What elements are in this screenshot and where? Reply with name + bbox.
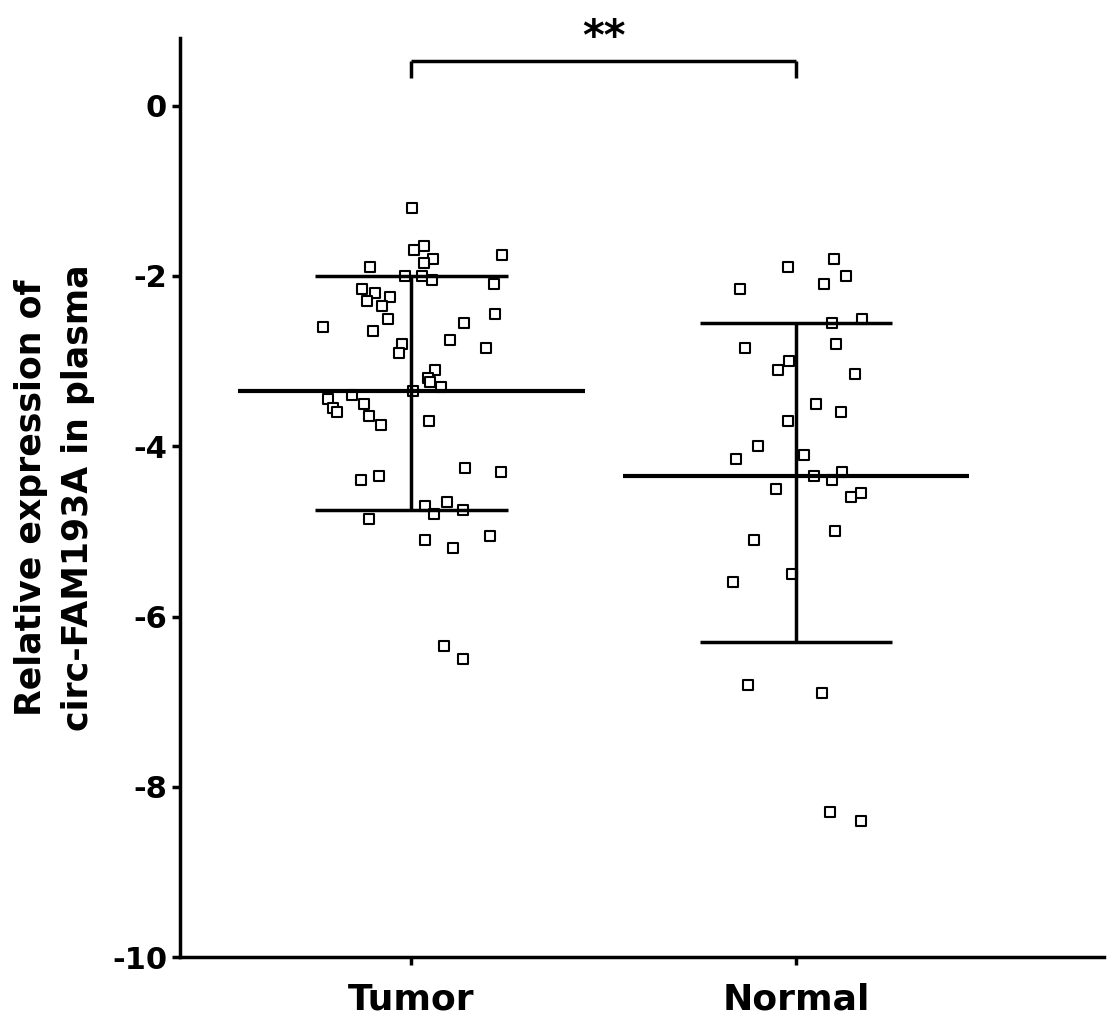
Point — [358, 294, 376, 310]
Point — [390, 344, 408, 360]
Point — [779, 412, 797, 428]
Point — [343, 387, 361, 404]
Point — [745, 531, 762, 548]
Point — [419, 370, 437, 386]
Point — [767, 481, 785, 497]
Point — [853, 310, 871, 327]
Point — [727, 451, 745, 468]
Point — [486, 306, 504, 322]
Point — [724, 575, 742, 591]
Y-axis label: Relative expression of
circ-FAM193A in plasma: Relative expression of circ-FAM193A in p… — [13, 264, 95, 730]
Point — [492, 464, 510, 480]
Point — [769, 362, 787, 378]
Point — [813, 685, 831, 701]
Point — [815, 276, 833, 293]
Point — [731, 280, 749, 297]
Point — [366, 284, 383, 301]
Point — [396, 268, 414, 284]
Point — [324, 400, 342, 416]
Point — [821, 804, 838, 821]
Point — [825, 250, 843, 267]
Point — [795, 447, 813, 464]
Point — [415, 238, 433, 254]
Point — [405, 383, 423, 400]
Point — [370, 468, 388, 484]
Point — [320, 391, 338, 408]
Point — [826, 523, 844, 540]
Point — [433, 378, 451, 394]
Point — [827, 336, 845, 352]
Point — [421, 374, 439, 390]
Point — [780, 353, 798, 370]
Point — [482, 527, 500, 544]
Point — [852, 813, 870, 829]
Point — [360, 511, 378, 527]
Point — [404, 200, 421, 216]
Point — [832, 404, 850, 420]
Point — [455, 314, 473, 331]
Point — [456, 459, 474, 476]
Point — [363, 323, 381, 340]
Point — [736, 340, 754, 356]
Point — [842, 489, 860, 506]
Point — [805, 468, 823, 484]
Point — [426, 362, 444, 378]
Point — [394, 336, 411, 352]
Point — [444, 540, 462, 556]
Point — [846, 366, 864, 382]
Point — [425, 250, 443, 267]
Point — [454, 502, 472, 518]
Point — [379, 310, 397, 327]
Point — [354, 396, 372, 412]
Point — [420, 412, 438, 428]
Point — [361, 260, 379, 276]
Point — [353, 280, 371, 297]
Point — [837, 268, 855, 284]
Point — [360, 408, 378, 424]
Point — [416, 255, 434, 272]
Point — [833, 464, 851, 480]
Point — [413, 268, 430, 284]
Point — [405, 242, 423, 259]
Point — [416, 531, 434, 548]
Point — [381, 289, 399, 306]
Point — [823, 472, 841, 488]
Point — [328, 404, 345, 420]
Point — [425, 506, 443, 522]
Point — [442, 332, 459, 348]
Point — [454, 651, 472, 667]
Text: **: ** — [582, 16, 625, 59]
Point — [779, 260, 797, 276]
Point — [783, 565, 800, 582]
Point — [824, 314, 842, 331]
Point — [424, 272, 442, 288]
Point — [493, 246, 511, 263]
Point — [373, 298, 391, 314]
Point — [436, 639, 454, 655]
Point — [438, 493, 456, 510]
Point — [352, 472, 370, 488]
Point — [477, 340, 495, 356]
Point — [749, 438, 767, 454]
Point — [853, 485, 871, 502]
Point — [416, 497, 434, 514]
Point — [372, 417, 390, 434]
Point — [314, 319, 332, 336]
Point — [807, 396, 825, 412]
Point — [485, 276, 503, 293]
Point — [739, 677, 757, 693]
